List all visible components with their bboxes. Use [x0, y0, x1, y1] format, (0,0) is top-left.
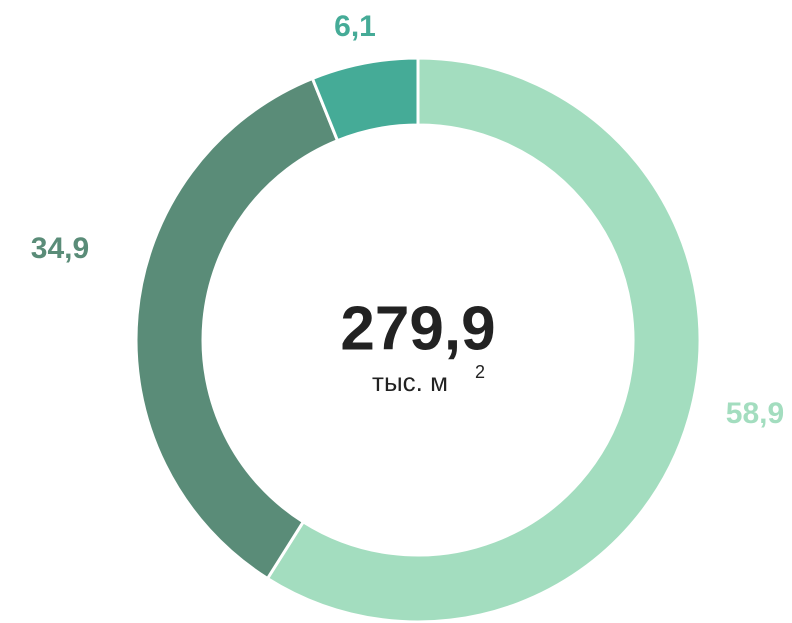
data-label: 34,9	[31, 232, 89, 265]
donut-segment	[134, 76, 340, 581]
data-label: 6,1	[334, 10, 376, 43]
center-total: 279,9	[340, 294, 495, 363]
center-unit: тыс. м	[372, 367, 448, 397]
data-label: 58,9	[726, 397, 784, 430]
donut-segment	[265, 56, 702, 623]
center-unit-sup: 2	[475, 362, 485, 382]
donut-segment	[310, 56, 420, 143]
